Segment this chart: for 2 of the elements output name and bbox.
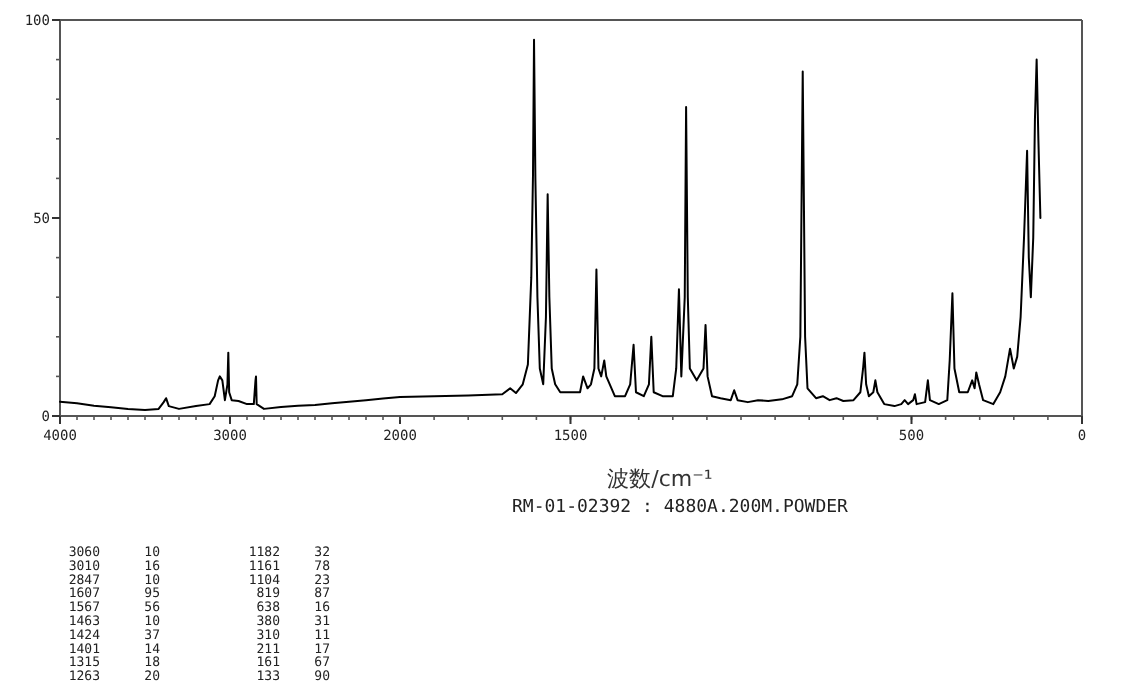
- x-axis-title: 波数/cm⁻¹: [607, 466, 713, 492]
- text: RM-01-02392 : 4880A.200M.POWDER: [512, 498, 850, 518]
